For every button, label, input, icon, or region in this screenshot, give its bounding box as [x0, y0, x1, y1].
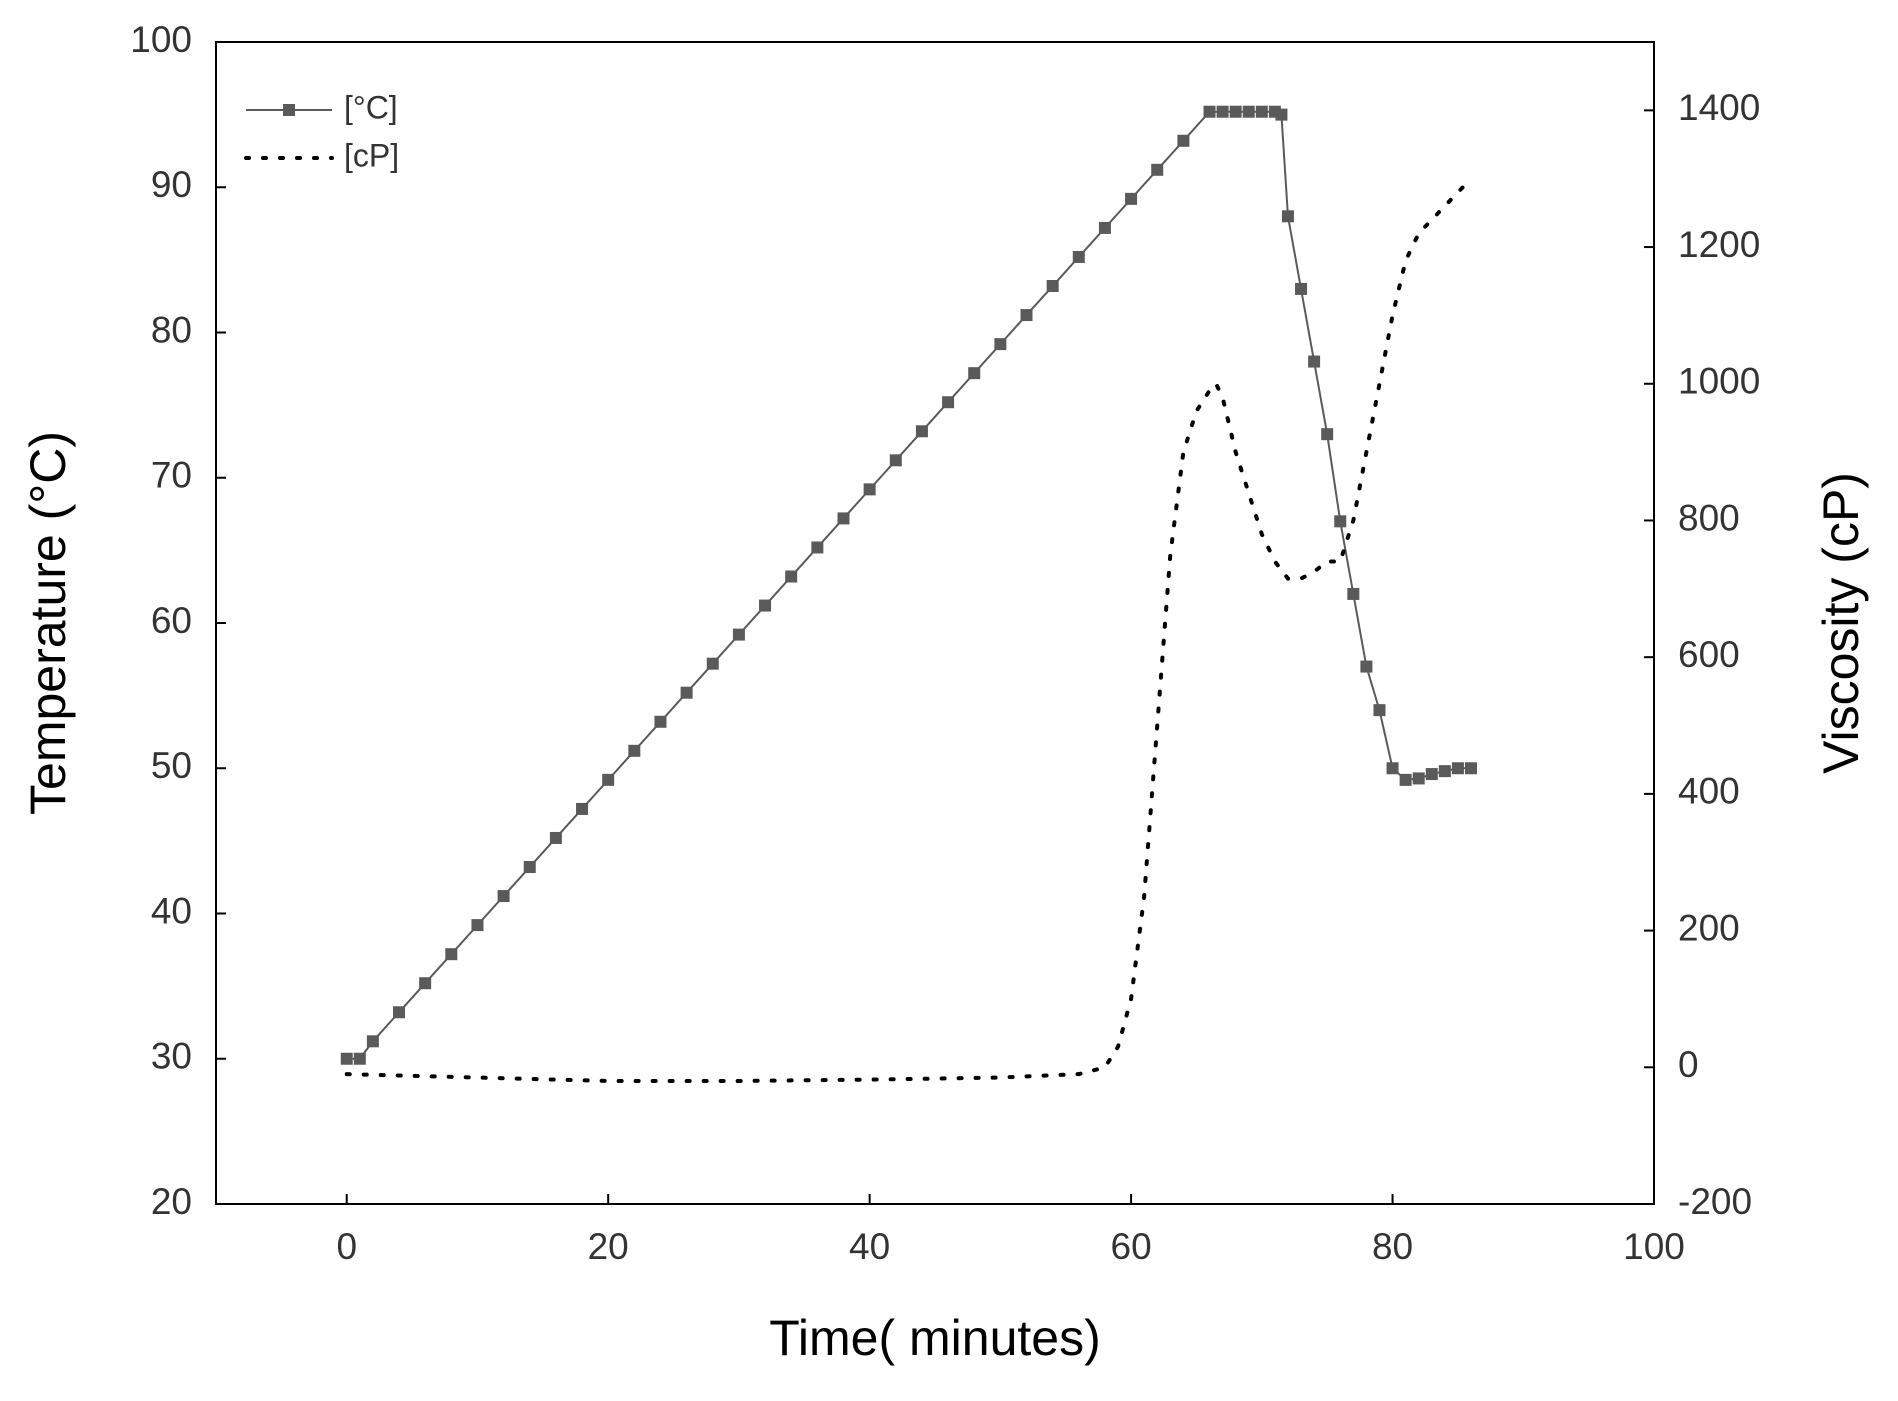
point	[680, 686, 693, 699]
point	[994, 338, 1007, 351]
point	[1255, 105, 1268, 118]
y-tick-label: 60	[151, 600, 192, 641]
series-line	[344, 176, 1473, 1083]
point	[602, 773, 615, 786]
point	[1373, 704, 1386, 717]
point	[523, 861, 536, 874]
y2-tick-label: 400	[1678, 771, 1740, 812]
point	[1451, 762, 1464, 775]
point	[1072, 250, 1085, 263]
y2-tick-label: 600	[1678, 634, 1740, 675]
point	[915, 425, 928, 438]
x-tick-label: 100	[1623, 1226, 1685, 1267]
point	[549, 831, 562, 844]
point	[1098, 221, 1111, 234]
point	[1438, 765, 1451, 778]
point	[576, 802, 589, 815]
point	[353, 1052, 366, 1065]
point	[1177, 134, 1190, 147]
point	[340, 1052, 353, 1065]
point	[654, 715, 667, 728]
point	[1229, 105, 1242, 118]
y2-tick-label: 1200	[1678, 224, 1760, 265]
point	[1281, 210, 1294, 223]
x-tick-label: 20	[588, 1226, 629, 1267]
point	[1334, 515, 1347, 528]
y-tick-label: 20	[151, 1181, 192, 1222]
legend-marker	[283, 104, 295, 116]
point	[706, 657, 719, 670]
y-tick-label: 50	[151, 745, 192, 786]
point	[1347, 587, 1360, 600]
y2-tick-label: -200	[1678, 1181, 1752, 1222]
point	[471, 919, 484, 932]
point	[1046, 280, 1059, 293]
point	[732, 628, 745, 641]
x-axis-label: Time( minutes)	[769, 1310, 1101, 1366]
y-tick-label: 90	[151, 164, 192, 205]
point	[1360, 660, 1373, 673]
y2-tick-label: 1000	[1678, 361, 1760, 402]
point	[1295, 282, 1308, 295]
y-tick-label: 30	[151, 1036, 192, 1077]
point	[1399, 773, 1412, 786]
point	[942, 396, 955, 409]
point	[759, 599, 772, 612]
point	[1203, 105, 1216, 118]
x-tick-label: 80	[1372, 1226, 1413, 1267]
point	[1321, 428, 1334, 441]
series-line	[346, 110, 1471, 1060]
y2-tick-label: 200	[1678, 907, 1740, 948]
point	[1125, 192, 1138, 205]
plot-frame	[215, 41, 1655, 1205]
point	[1020, 309, 1033, 322]
y2-tick-label: 0	[1678, 1044, 1699, 1085]
legend-label: [cP]	[344, 137, 399, 173]
point	[628, 744, 641, 757]
y-tick-label: 80	[151, 309, 192, 350]
y2-axis-label: Viscosity (cP)	[1813, 472, 1869, 774]
point	[366, 1035, 379, 1048]
x-tick-label: 60	[1111, 1226, 1152, 1267]
point	[1386, 762, 1399, 775]
y-tick-label: 100	[130, 19, 192, 60]
point	[445, 948, 458, 961]
point	[1308, 355, 1321, 368]
point	[863, 483, 876, 496]
point	[1425, 768, 1438, 781]
point	[1275, 108, 1288, 121]
point	[393, 1006, 406, 1019]
x-tick-label: 40	[849, 1226, 890, 1267]
point	[1412, 772, 1425, 785]
point	[419, 977, 432, 990]
point	[785, 570, 798, 583]
point	[968, 367, 981, 380]
point	[889, 454, 902, 467]
y-tick-label: 40	[151, 890, 192, 931]
point	[1242, 105, 1255, 118]
y2-tick-label: 1400	[1678, 87, 1760, 128]
y-axis-label: Temperature (°C)	[20, 431, 76, 815]
point	[1151, 163, 1164, 176]
point	[1216, 105, 1229, 118]
x-tick-label: 0	[336, 1226, 357, 1267]
point	[497, 890, 510, 903]
point	[1464, 762, 1477, 775]
legend-label: [°C]	[344, 89, 398, 125]
point	[811, 541, 824, 554]
y2-tick-label: 800	[1678, 497, 1740, 538]
point	[837, 512, 850, 525]
y-tick-label: 70	[151, 455, 192, 496]
